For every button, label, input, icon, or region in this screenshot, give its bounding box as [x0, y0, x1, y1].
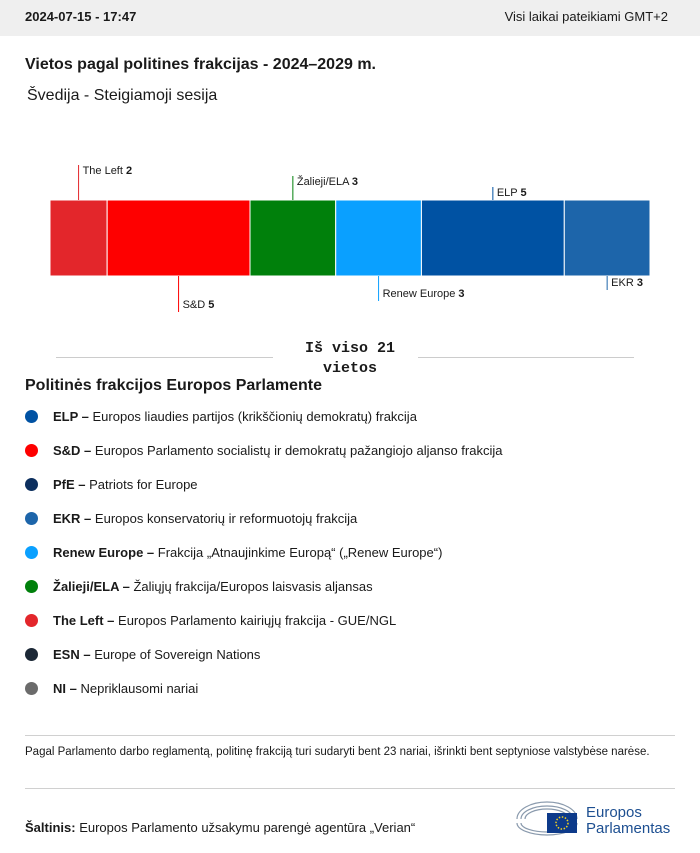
segment-label: Žalieji/ELA 3: [297, 175, 358, 188]
footnote: Pagal Parlamento darbo reglamentą, polit…: [25, 746, 650, 758]
legend-description: Europos Parlamento socialistų ir demokra…: [94, 443, 503, 458]
legend-description: Europos Parlamento kairiųjų frakcija - G…: [118, 613, 397, 628]
legend-abbr: ESN –: [53, 647, 91, 662]
segment-value: 2: [126, 165, 132, 177]
legend-abbr: Renew Europe –: [53, 545, 155, 560]
segment-name: ELP: [497, 187, 518, 199]
segment-label: S&D 5: [183, 299, 215, 311]
logo-line: Europos: [586, 804, 642, 821]
legend-abbr: Žalieji/ELA –: [53, 579, 130, 594]
timezone: Visi laikai pateikiami GMT+2: [504, 9, 668, 24]
logo-text: Europos Parlamentas: [586, 805, 670, 837]
legend-abbr: EKR –: [53, 511, 92, 526]
bar-segment: [49, 199, 108, 277]
subtitle: Švedija - Steigiamoji sesija: [27, 87, 218, 104]
segment-label: EKR 3: [611, 277, 643, 289]
divider: [418, 357, 634, 358]
legend-item: S&D – Europos Parlamento socialistų ir d…: [25, 443, 502, 458]
legend-description: Frakcija „Atnaujinkime Europą“ („Renew E…: [157, 545, 443, 560]
legend-item: Žalieji/ELA – Žaliųjų frakcija/Europos l…: [25, 579, 373, 594]
legend-swatch: [25, 478, 38, 491]
segment-value: 5: [208, 299, 214, 311]
divider: [56, 357, 273, 358]
segment-name: S&D: [183, 299, 206, 311]
bar-segment: [335, 199, 422, 277]
legend-item: The Left – Europos Parlamento kairiųjų f…: [25, 613, 396, 628]
datetime: 2024-07-15 - 17:47: [25, 9, 137, 24]
legend-swatch: [25, 444, 38, 457]
logo-icon: [516, 801, 578, 836]
segment-value: 3: [458, 288, 464, 300]
logo-line: Parlamentas: [586, 820, 671, 837]
legend-description: Europos liaudies partijos (krikščionių d…: [92, 409, 417, 424]
total-label: Iš viso 21 vietos: [304, 340, 395, 377]
segment-label: The Left 2: [83, 165, 133, 177]
legend-item: ESN – Europe of Sovereign Nations: [25, 647, 260, 662]
legend-description: Žaliųjų frakcija/Europos laisvasis aljan…: [133, 579, 373, 594]
legend-abbr: NI –: [53, 681, 77, 696]
legend-swatch: [25, 614, 38, 627]
segment-name: The Left: [83, 165, 123, 177]
legend-item: ELP – Europos liaudies partijos (krikšči…: [25, 409, 417, 424]
segment-value: 3: [352, 176, 358, 188]
legend-swatch: [25, 580, 38, 593]
divider: [25, 788, 675, 789]
divider: [25, 735, 675, 736]
legend-abbr: The Left –: [53, 613, 115, 628]
legend-item: Renew Europe – Frakcija „Atnaujinkime Eu…: [25, 545, 442, 560]
legend-description: Nepriklausomi nariai: [80, 681, 199, 696]
bar-segment: [420, 199, 565, 277]
header-bar: 2024-07-15 - 17:47 Visi laikai pateikiam…: [0, 0, 700, 36]
legend-description: Europe of Sovereign Nations: [94, 647, 261, 662]
segment-value: 3: [637, 277, 643, 289]
legend-abbr: ELP –: [53, 409, 89, 424]
legend-item: PfE – Patriots for Europe: [25, 477, 198, 492]
legend-abbr: PfE –: [53, 477, 86, 492]
bar-segment: [563, 199, 651, 277]
legend-description: Europos konservatorių ir reformuotojų fr…: [94, 511, 358, 526]
legend-item: EKR – Europos konservatorių ir reformuot…: [25, 511, 357, 526]
segment-label: ELP 5: [497, 187, 527, 199]
source-label: Šaltinis:: [25, 820, 76, 835]
legend-title: Politinės frakcijos Europos Parlamente: [25, 377, 322, 394]
segment-value: 5: [521, 187, 527, 199]
segment-label: Renew Europe 3: [383, 288, 465, 300]
legend-swatch: [25, 512, 38, 525]
source-text: Europos Parlamento užsakymu parengė agen…: [79, 820, 416, 835]
legend-description: Patriots for Europe: [89, 477, 198, 492]
legend-swatch: [25, 648, 38, 661]
segment-name: EKR: [611, 277, 634, 289]
bar-segment: [249, 199, 337, 277]
legend-swatch: [25, 410, 38, 423]
legend-abbr: S&D –: [53, 443, 92, 458]
title: Vietos pagal politines frakcijas - 2024–…: [25, 56, 376, 73]
legend-swatch: [25, 682, 38, 695]
segment-name: Renew Europe: [383, 288, 456, 300]
legend-swatch: [25, 546, 38, 559]
segment-name: Žalieji/ELA: [297, 175, 350, 188]
legend-item: NI – Nepriklausomi nariai: [25, 681, 198, 696]
source: Šaltinis: Europos Parlamento užsakymu pa…: [25, 820, 415, 835]
bar-segment: [106, 199, 251, 277]
